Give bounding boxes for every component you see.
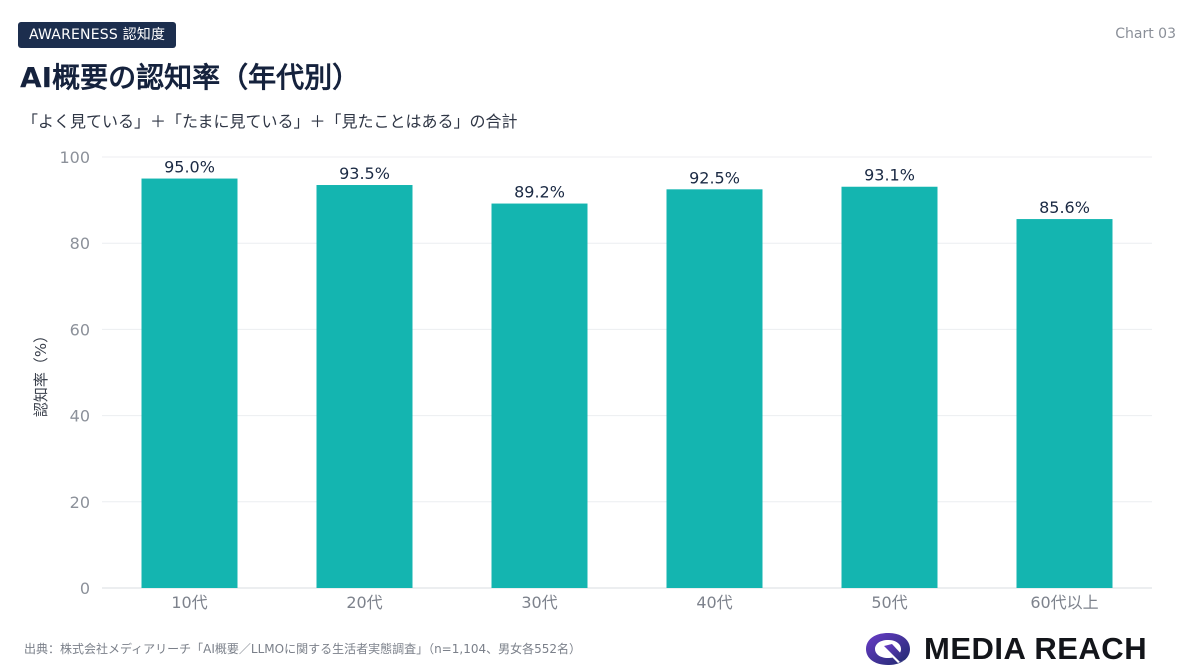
x-tick-label: 60代以上 (1030, 593, 1098, 612)
y-tick-label: 80 (70, 234, 90, 253)
chart-subtitle: 「よく見ている」＋「たまに見ている」＋「見たことはある」の合計 (22, 112, 518, 131)
y-tick-label: 20 (70, 493, 90, 512)
media-reach-logo: MEDIA REACH (862, 630, 1147, 668)
bar-value-label: 85.6% (1039, 198, 1090, 217)
bar-value-label: 95.0% (164, 158, 215, 177)
bar-value-label: 93.5% (339, 164, 390, 183)
bar-value-label: 92.5% (689, 168, 740, 187)
x-tick-label: 40代 (696, 593, 732, 612)
source-note: 出典：株式会社メディアリーチ「AI概要／LLMOに関する生活者実態調査」（n=1… (24, 642, 581, 656)
y-tick-label: 100 (59, 148, 90, 167)
bar (666, 189, 763, 588)
x-tick-label: 50代 (871, 593, 907, 612)
bar (316, 185, 413, 588)
bar-value-label: 89.2% (514, 183, 565, 202)
y-tick-label: 40 (70, 407, 90, 426)
bar-chart: 0 20 40 60 80 100 認知率（%） 95.0% 10代 93.5% 20代 89.2% 3… (32, 148, 1152, 612)
bar (141, 178, 238, 589)
chart-number: Chart 03 (1115, 26, 1176, 42)
x-tick-label: 20代 (346, 593, 382, 612)
x-tick-label: 30代 (521, 593, 557, 612)
y-tick-label: 60 (70, 320, 90, 339)
bar (1016, 219, 1113, 588)
bar-value-label: 93.1% (864, 166, 915, 185)
logo-mark-icon (866, 633, 910, 665)
y-axis-label: 認知率（%） (32, 328, 50, 417)
y-tick-label: 0 (80, 579, 90, 598)
bar (491, 203, 588, 588)
page-title: AI概要の認知率（年代別） (20, 61, 361, 94)
category-badge: AWARENESS 認知度 (18, 22, 177, 48)
bar (841, 186, 938, 588)
x-tick-label: 10代 (171, 593, 207, 612)
logo-text: MEDIA REACH (924, 631, 1148, 666)
